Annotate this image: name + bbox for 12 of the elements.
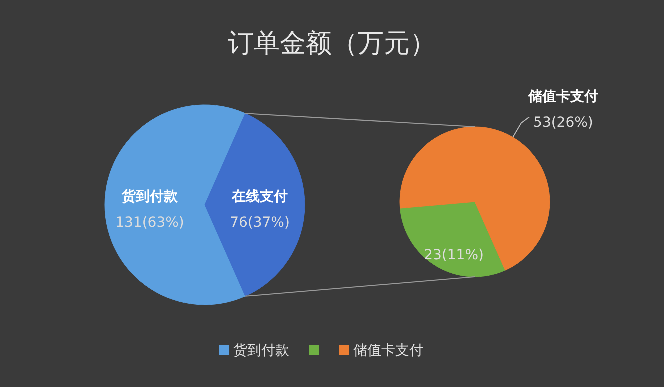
data-label: 76(37%) <box>230 215 290 231</box>
data-label: 53(26%) <box>534 115 594 132</box>
chart-title: 订单金额（万元） <box>228 29 436 59</box>
slice-label: 储值卡支付 <box>527 89 598 106</box>
data-label: 131(63%) <box>116 215 184 231</box>
slice-label: 货到付款 <box>121 189 179 205</box>
pie-slice <box>400 202 506 278</box>
slice-label: 在线支付 <box>231 189 288 205</box>
pie-slice <box>204 113 306 297</box>
data-label: 23(11%) <box>424 248 484 264</box>
legend-label: 储值卡支付 <box>354 343 424 359</box>
legend-label: 货到付款 <box>234 343 290 359</box>
